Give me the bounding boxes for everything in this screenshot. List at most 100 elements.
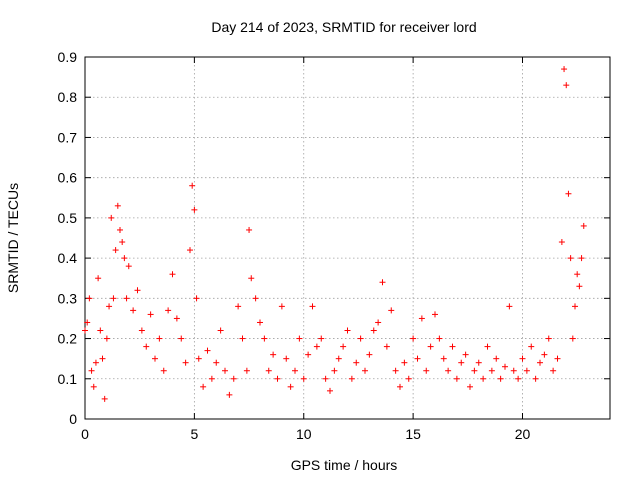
data-point xyxy=(561,66,568,73)
data-point xyxy=(208,375,215,382)
data-point xyxy=(567,255,574,262)
data-point xyxy=(82,327,88,334)
data-point xyxy=(261,335,268,342)
data-point xyxy=(515,375,522,382)
data-point xyxy=(222,367,228,374)
x-tick-label: 0 xyxy=(81,426,89,442)
data-point xyxy=(379,279,386,286)
data-point xyxy=(130,307,137,314)
data-point xyxy=(353,359,360,366)
axis-ticks xyxy=(84,56,610,420)
data-point xyxy=(252,295,259,302)
data-point xyxy=(305,351,312,358)
data-point xyxy=(563,82,570,89)
data-point xyxy=(523,367,530,374)
data-point xyxy=(528,343,535,350)
data-point xyxy=(287,383,294,390)
data-point xyxy=(99,355,106,362)
data-point xyxy=(545,335,552,342)
data-point xyxy=(493,355,500,362)
data-point xyxy=(327,387,333,394)
x-tick-label: 10 xyxy=(296,426,312,442)
data-point xyxy=(414,355,421,362)
data-point xyxy=(392,367,399,374)
data-point xyxy=(506,303,513,310)
data-point xyxy=(550,367,557,374)
plot-frame xyxy=(84,56,611,420)
y-tick-label: 0.8 xyxy=(58,89,78,105)
data-point xyxy=(169,271,176,278)
data-point xyxy=(189,182,196,189)
y-tick-label: 0.6 xyxy=(58,170,78,186)
data-point xyxy=(296,335,303,342)
data-point xyxy=(106,303,113,310)
data-point xyxy=(88,367,95,374)
data-point xyxy=(397,383,403,390)
data-point xyxy=(502,363,508,370)
data-point xyxy=(322,375,329,382)
data-point xyxy=(453,375,460,382)
data-point xyxy=(370,327,377,334)
data-point xyxy=(357,335,364,342)
data-point xyxy=(467,383,473,390)
data-point xyxy=(270,351,277,358)
y-tick-label: 0.7 xyxy=(58,129,78,145)
data-point xyxy=(375,319,382,326)
data-point xyxy=(123,295,130,302)
data-point xyxy=(578,255,585,262)
data-point xyxy=(488,367,495,374)
y-tick-labels: 0 0.1 0.2 0.3 0.4 0.5 0.6 0.7 0.8 0.9 xyxy=(58,49,78,427)
data-point xyxy=(187,247,193,254)
data-point xyxy=(565,190,572,197)
data-point xyxy=(401,359,408,366)
x-tick-labels: 0 5 10 15 20 xyxy=(81,426,530,442)
data-point xyxy=(418,315,425,322)
data-point xyxy=(576,283,583,290)
data-point xyxy=(274,375,281,382)
data-point xyxy=(532,375,539,382)
data-point xyxy=(114,202,121,209)
data-point xyxy=(257,319,263,326)
data-point xyxy=(156,335,163,342)
data-point xyxy=(119,239,126,246)
data-point xyxy=(572,303,578,310)
y-axis-label: SRMTID / TECUs xyxy=(5,183,21,293)
data-point xyxy=(445,367,452,374)
data-point xyxy=(423,367,430,374)
data-point xyxy=(117,226,123,233)
data-point xyxy=(200,383,207,390)
data-points xyxy=(82,66,587,402)
data-point xyxy=(558,239,565,246)
data-point xyxy=(340,343,347,350)
data-point xyxy=(432,311,438,318)
y-tick-label: 0.5 xyxy=(58,210,78,226)
data-point xyxy=(204,347,211,354)
data-point xyxy=(226,391,233,398)
data-point xyxy=(569,335,576,342)
data-point xyxy=(309,303,316,310)
data-point xyxy=(554,355,561,362)
data-point xyxy=(436,335,443,342)
data-point xyxy=(152,355,158,362)
data-point xyxy=(112,247,119,254)
data-point xyxy=(101,395,108,402)
data-point xyxy=(230,375,237,382)
data-point xyxy=(84,319,91,326)
data-point xyxy=(510,367,517,374)
data-point xyxy=(239,335,246,342)
x-tick-label: 5 xyxy=(190,426,198,442)
data-point xyxy=(147,311,154,318)
data-point xyxy=(213,359,220,366)
y-tick-label: 0.1 xyxy=(58,371,78,387)
data-point xyxy=(165,307,172,314)
data-point xyxy=(484,343,491,350)
data-point xyxy=(348,375,355,382)
data-point xyxy=(449,343,456,350)
data-point xyxy=(243,367,250,374)
y-tick-label: 0.4 xyxy=(58,250,78,266)
data-point xyxy=(248,275,255,282)
x-tick-label: 15 xyxy=(405,426,421,442)
data-point xyxy=(110,295,117,302)
data-point xyxy=(427,343,434,350)
